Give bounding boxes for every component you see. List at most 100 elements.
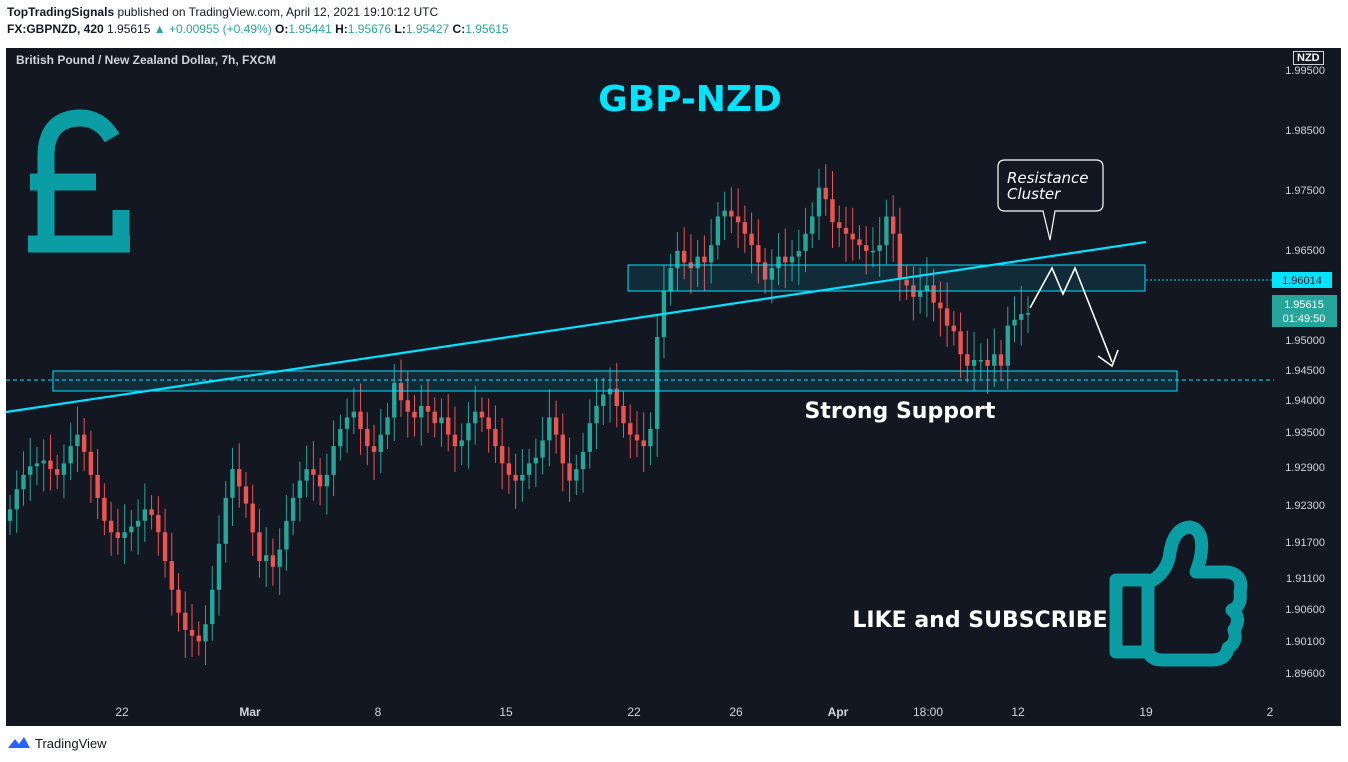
candle-body[interactable] xyxy=(816,187,822,217)
candle-body[interactable] xyxy=(1025,313,1031,315)
candle-body[interactable] xyxy=(115,532,121,539)
candle-body[interactable] xyxy=(951,325,957,332)
candle-body[interactable] xyxy=(385,417,390,435)
candle-body[interactable] xyxy=(601,394,606,406)
candle-body[interactable] xyxy=(317,474,323,487)
candle-body[interactable] xyxy=(513,474,518,481)
candle-body[interactable] xyxy=(998,354,1004,366)
candle-body[interactable] xyxy=(81,434,87,452)
candle-body[interactable] xyxy=(938,302,943,309)
candle-body[interactable] xyxy=(270,555,276,567)
candle-body[interactable] xyxy=(344,417,350,429)
candle-body[interactable] xyxy=(520,474,525,481)
candle-body[interactable] xyxy=(863,245,869,251)
candle-body[interactable] xyxy=(223,497,228,544)
candle-body[interactable] xyxy=(580,451,586,470)
candle-body[interactable] xyxy=(540,440,545,458)
candle-body[interactable] xyxy=(257,532,262,562)
candle-body[interactable] xyxy=(641,440,646,447)
candle-body[interactable] xyxy=(7,509,13,521)
candle-body[interactable] xyxy=(944,308,950,326)
candle-body[interactable] xyxy=(702,256,707,263)
candle-body[interactable] xyxy=(493,428,498,447)
candle-body[interactable] xyxy=(28,466,33,475)
candle-body[interactable] xyxy=(695,256,700,269)
candle-body[interactable] xyxy=(499,446,505,464)
candle-body[interactable] xyxy=(870,250,876,253)
candle-body[interactable] xyxy=(810,216,815,234)
candle-body[interactable] xyxy=(432,411,437,424)
candle-body[interactable] xyxy=(324,474,330,487)
candle-body[interactable] xyxy=(735,216,741,223)
candle-body[interactable] xyxy=(729,210,734,217)
candle-body[interactable] xyxy=(398,382,404,401)
candle-body[interactable] xyxy=(837,222,842,228)
candle-body[interactable] xyxy=(405,400,410,412)
candle-body[interactable] xyxy=(965,354,970,366)
candle-body[interactable] xyxy=(412,411,417,418)
candle-body[interactable] xyxy=(459,440,464,447)
candle-body[interactable] xyxy=(789,256,795,263)
candle-body[interactable] xyxy=(338,428,343,447)
candle-body[interactable] xyxy=(68,446,73,464)
candle-body[interactable] xyxy=(304,469,309,481)
candle-body[interactable] xyxy=(425,405,431,412)
candle-body[interactable] xyxy=(378,434,383,452)
candle-body[interactable] xyxy=(21,474,26,490)
footer-brand[interactable]: TradingView xyxy=(35,735,107,751)
candle-body[interactable] xyxy=(196,635,201,642)
candle-body[interactable] xyxy=(48,460,53,470)
candle-body[interactable] xyxy=(567,463,572,481)
candle-body[interactable] xyxy=(890,216,896,234)
candle-body[interactable] xyxy=(985,360,990,366)
candle-body[interactable] xyxy=(203,624,208,642)
candle-body[interactable] xyxy=(176,589,181,613)
candle-body[interactable] xyxy=(88,451,94,475)
candle-body[interactable] xyxy=(722,210,727,217)
candle-body[interactable] xyxy=(216,543,222,590)
candle-body[interactable] xyxy=(749,233,754,246)
candle-body[interactable] xyxy=(392,382,397,418)
candle-body[interactable] xyxy=(924,285,930,292)
candle-body[interactable] xyxy=(715,216,721,246)
candle-body[interactable] xyxy=(108,520,114,533)
candle-body[interactable] xyxy=(843,227,849,234)
support-zone[interactable] xyxy=(52,370,1178,392)
candle-body[interactable] xyxy=(850,233,855,240)
candle-body[interactable] xyxy=(472,411,478,424)
candle-body[interactable] xyxy=(992,354,997,366)
candle-body[interactable] xyxy=(243,486,249,504)
candle-body[interactable] xyxy=(102,497,107,521)
candle-body[interactable] xyxy=(857,239,862,246)
candle-body[interactable] xyxy=(129,526,134,533)
candle-body[interactable] xyxy=(587,423,592,452)
candle-body[interactable] xyxy=(634,434,640,441)
candle-body[interactable] xyxy=(594,405,599,424)
candle-body[interactable] xyxy=(331,446,336,475)
candle-body[interactable] xyxy=(830,199,835,223)
candle-body[interactable] xyxy=(365,428,370,447)
candle-body[interactable] xyxy=(681,250,687,263)
candle-body[interactable] xyxy=(526,463,532,475)
candle-body[interactable] xyxy=(297,480,303,498)
candle-body[interactable] xyxy=(189,629,195,636)
candle-body[interactable] xyxy=(769,268,775,280)
candle-body[interactable] xyxy=(574,469,579,481)
candle-body[interactable] xyxy=(250,503,255,533)
candle-body[interactable] xyxy=(796,250,801,257)
candle-body[interactable] xyxy=(877,245,882,251)
candle-body[interactable] xyxy=(419,405,424,418)
candle-body[interactable] xyxy=(351,411,357,418)
candle-body[interactable] xyxy=(311,469,316,475)
candle-body[interactable] xyxy=(1012,319,1017,326)
candle-body[interactable] xyxy=(971,360,977,366)
candle-body[interactable] xyxy=(742,222,748,234)
candle-body[interactable] xyxy=(762,262,768,280)
candle-body[interactable] xyxy=(675,250,680,269)
candle-body[interactable] xyxy=(230,469,235,498)
candle-body[interactable] xyxy=(1005,325,1010,366)
candle-body[interactable] xyxy=(263,555,269,562)
candle-body[interactable] xyxy=(823,187,828,200)
candle-body[interactable] xyxy=(756,245,761,263)
